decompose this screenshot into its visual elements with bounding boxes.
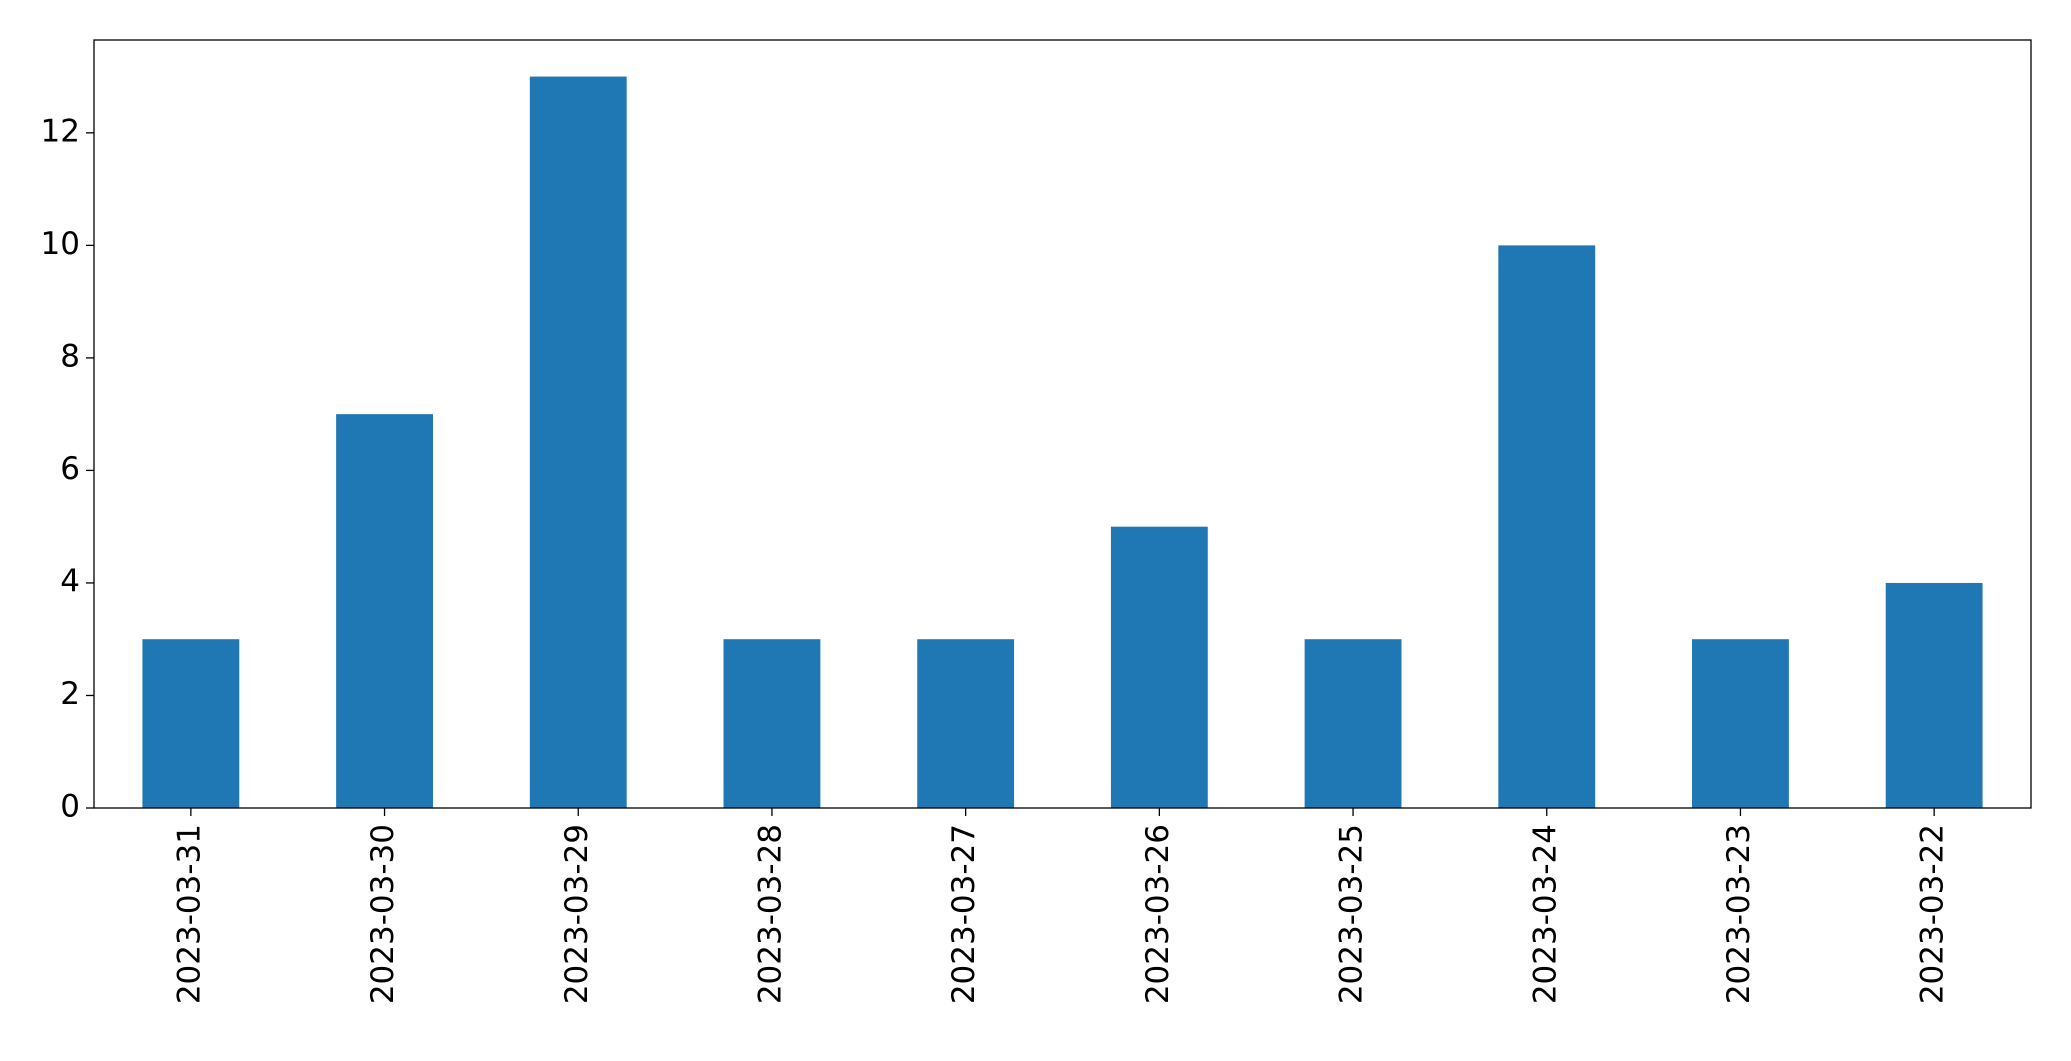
y-tick-label: 8 xyxy=(60,338,80,374)
y-tick-label: 12 xyxy=(41,113,80,149)
y-tick-label: 0 xyxy=(60,789,80,825)
x-tick-label: 2023-03-27 xyxy=(946,824,982,1004)
y-tick-label: 10 xyxy=(41,226,80,262)
y-tick-label: 6 xyxy=(60,451,80,487)
x-tick-label: 2023-03-31 xyxy=(171,824,207,1004)
bar xyxy=(1304,639,1402,808)
bar xyxy=(529,76,627,809)
bar xyxy=(1498,245,1596,808)
x-tick-label: 2023-03-24 xyxy=(1527,824,1563,1004)
x-tick-label: 2023-03-25 xyxy=(1334,824,1370,1004)
bar xyxy=(1692,639,1789,808)
x-tick-label: 2023-03-29 xyxy=(559,824,595,1004)
y-tick-label: 2 xyxy=(60,676,80,712)
bar xyxy=(1110,526,1208,808)
x-tick-label: 2023-03-23 xyxy=(1721,824,1757,1004)
y-tick-label: 4 xyxy=(60,563,80,599)
plot-frame xyxy=(93,39,2032,809)
bar xyxy=(1885,582,1983,808)
bar xyxy=(723,639,821,808)
x-tick-label: 2023-03-28 xyxy=(752,824,788,1004)
bar xyxy=(336,414,433,808)
bar xyxy=(142,639,240,808)
bar xyxy=(917,639,1015,808)
x-tick-label: 2023-03-30 xyxy=(365,824,401,1004)
x-tick-label: 2023-03-22 xyxy=(1915,824,1951,1004)
x-tick-label: 2023-03-26 xyxy=(1140,824,1176,1004)
